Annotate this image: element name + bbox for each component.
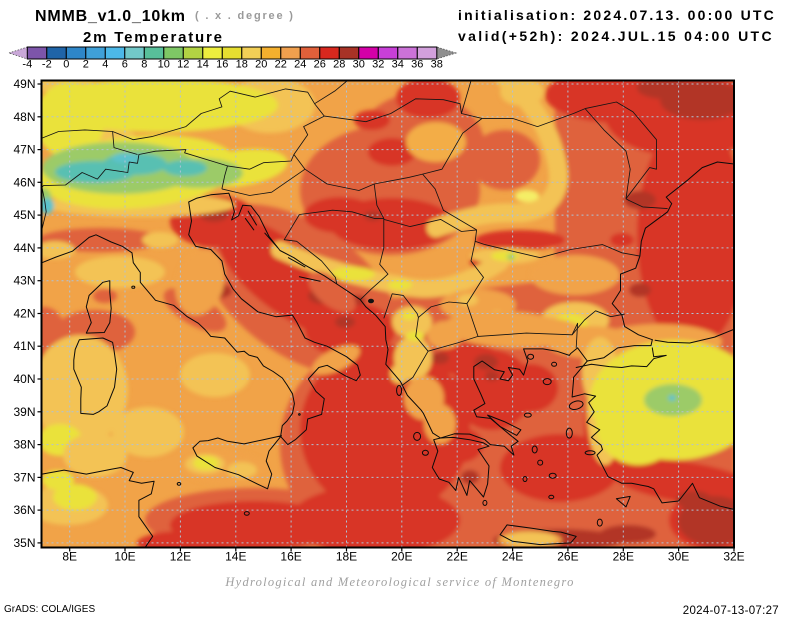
svg-text:18: 18 — [236, 59, 248, 71]
svg-text:12: 12 — [177, 59, 189, 71]
svg-text:12E: 12E — [170, 550, 191, 564]
svg-text:8: 8 — [141, 59, 147, 71]
svg-text:43N: 43N — [13, 274, 35, 288]
svg-text:14: 14 — [197, 59, 209, 71]
svg-text:45N: 45N — [13, 208, 35, 222]
svg-text:26: 26 — [314, 59, 326, 71]
svg-text:42N: 42N — [13, 307, 35, 321]
svg-text:NMMB_v1.0_10km: NMMB_v1.0_10km — [35, 8, 186, 25]
svg-text:41N: 41N — [13, 339, 35, 353]
svg-text:28E: 28E — [613, 550, 634, 564]
svg-text:4: 4 — [102, 59, 108, 71]
svg-text:32E: 32E — [723, 550, 744, 564]
svg-text:48N: 48N — [13, 110, 35, 124]
svg-text:36N: 36N — [13, 503, 35, 517]
svg-text:( . x . degree ): ( . x . degree ) — [195, 10, 295, 22]
svg-text:28: 28 — [333, 59, 345, 71]
svg-text:30E: 30E — [668, 550, 689, 564]
svg-text:46N: 46N — [13, 175, 35, 189]
svg-text:2: 2 — [83, 59, 89, 71]
svg-text:30: 30 — [353, 59, 365, 71]
svg-text:24: 24 — [294, 59, 306, 71]
svg-text:39N: 39N — [13, 405, 35, 419]
svg-text:49N: 49N — [13, 77, 35, 91]
svg-text:valid(+52h): 2024.JUL.15 04:00: valid(+52h): 2024.JUL.15 04:00 UTC — [458, 28, 774, 44]
svg-text:32: 32 — [372, 59, 384, 71]
svg-text:8E: 8E — [62, 550, 77, 564]
svg-text:16: 16 — [216, 59, 228, 71]
svg-text:44N: 44N — [13, 241, 35, 255]
svg-text:18E: 18E — [336, 550, 357, 564]
svg-text:-4: -4 — [22, 59, 32, 71]
svg-text:26E: 26E — [557, 550, 578, 564]
svg-text:38: 38 — [431, 59, 443, 71]
svg-text:initialisation: 2024.07.13. 00: initialisation: 2024.07.13. 00:00 UTC — [458, 7, 776, 23]
svg-text:38N: 38N — [13, 438, 35, 452]
svg-text:34: 34 — [392, 59, 404, 71]
svg-text:16E: 16E — [280, 550, 301, 564]
svg-text:GrADS: COLA/IGES: GrADS: COLA/IGES — [4, 604, 95, 615]
svg-text:10E: 10E — [114, 550, 135, 564]
svg-text:-2: -2 — [42, 59, 52, 71]
svg-text:2024-07-13-07:27: 2024-07-13-07:27 — [683, 605, 779, 617]
svg-text:20: 20 — [255, 59, 267, 71]
svg-text:47N: 47N — [13, 143, 35, 157]
svg-text:35N: 35N — [13, 536, 35, 550]
svg-text:37N: 37N — [13, 470, 35, 484]
svg-text:14E: 14E — [225, 550, 246, 564]
svg-text:36: 36 — [411, 59, 423, 71]
svg-text:10: 10 — [158, 59, 170, 71]
svg-text:0: 0 — [63, 59, 69, 71]
svg-text:20E: 20E — [391, 550, 412, 564]
svg-text:6: 6 — [122, 59, 128, 71]
svg-text:Hydrological and Meteorologica: Hydrological and Meteorological service … — [224, 575, 574, 589]
svg-text:22E: 22E — [447, 550, 468, 564]
svg-text:24E: 24E — [502, 550, 523, 564]
svg-text:40N: 40N — [13, 372, 35, 386]
svg-text:22: 22 — [275, 59, 287, 71]
svg-text:2m Temperature: 2m Temperature — [83, 29, 224, 46]
